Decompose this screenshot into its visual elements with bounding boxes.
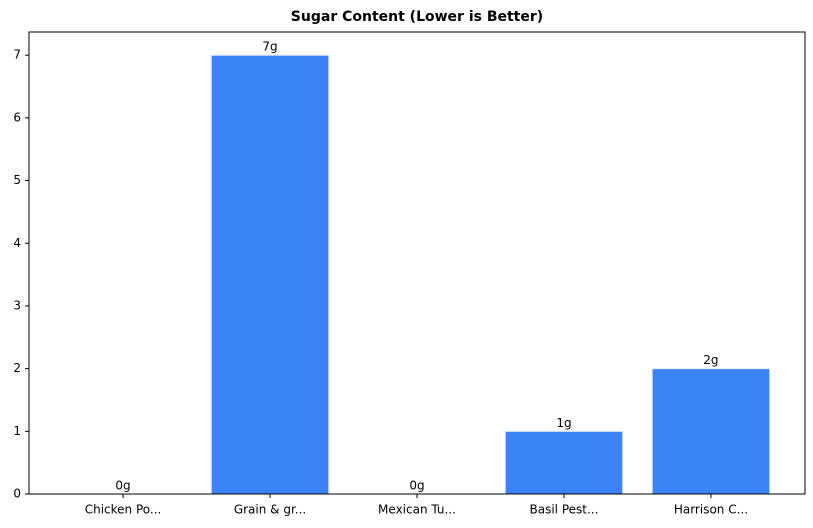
- x-tick-label: Chicken Po...: [85, 503, 162, 517]
- bar: [210, 54, 330, 495]
- x-tick-label: Harrison C...: [674, 503, 748, 517]
- x-tick-label: Basil Pest...: [530, 503, 599, 517]
- value-label: 2g: [703, 353, 718, 367]
- bar: [651, 368, 771, 495]
- value-label: 1g: [556, 416, 571, 430]
- value-label: 0g: [409, 479, 424, 493]
- x-tick-label: Mexican Tu...: [378, 503, 456, 517]
- y-tick-label: 7: [13, 48, 21, 62]
- y-tick-label: 0: [13, 487, 21, 501]
- y-tick-label: 2: [13, 361, 21, 375]
- value-label: 7g: [262, 40, 277, 54]
- y-tick-label: 5: [13, 173, 21, 187]
- y-tick-label: 6: [13, 110, 21, 124]
- y-tick-label: 3: [13, 298, 21, 312]
- y-tick-label: 1: [13, 424, 21, 438]
- y-tick-label: 4: [13, 236, 21, 250]
- x-tick-label: Grain & gr...: [234, 503, 306, 517]
- plot-frame: [28, 31, 806, 495]
- value-label: 0g: [115, 479, 130, 493]
- bar: [504, 430, 624, 495]
- chart-title: Sugar Content (Lower is Better): [291, 9, 543, 25]
